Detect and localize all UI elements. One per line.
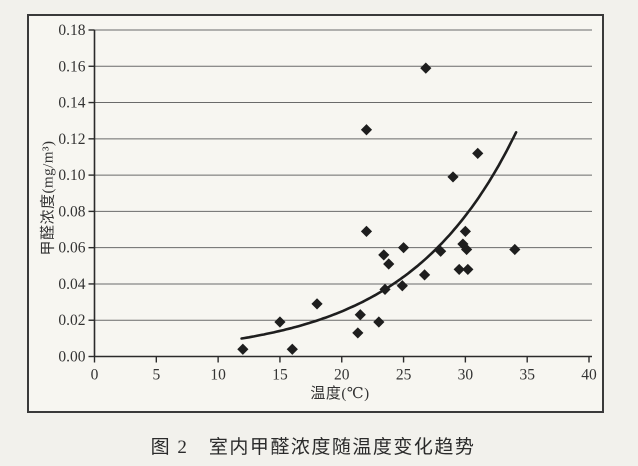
x-tick-label: 0 <box>91 367 99 384</box>
y-axis-title: 甲醛浓度(mg/m³) <box>40 140 57 256</box>
data-point <box>373 316 385 328</box>
data-point <box>472 147 484 159</box>
x-tick-label: 15 <box>272 367 288 384</box>
data-point <box>397 242 410 254</box>
data-point <box>354 309 366 321</box>
y-tick-label: 0.12 <box>58 131 85 148</box>
data-point <box>447 171 459 183</box>
data-point <box>378 249 390 261</box>
y-tick-label: 0.02 <box>58 312 85 329</box>
data-point <box>286 343 298 355</box>
figure-caption: 图 2 室内甲醛浓度随温度变化趋势 <box>150 437 476 458</box>
x-tick-label: 30 <box>458 367 474 384</box>
y-tick-label: 0.06 <box>58 240 85 257</box>
data-point <box>396 280 408 292</box>
x-tick-label: 25 <box>396 367 412 384</box>
data-point <box>461 243 473 256</box>
data-point <box>418 269 431 281</box>
data-point <box>379 283 391 295</box>
x-tick-label: 20 <box>334 367 350 384</box>
x-tick-label: 10 <box>210 367 226 384</box>
data-point <box>459 225 471 237</box>
y-tick-label: 0.00 <box>58 349 85 366</box>
data-point <box>352 327 364 339</box>
data-point <box>360 225 373 237</box>
x-tick-label: 35 <box>519 367 535 384</box>
x-tick-label: 40 <box>581 367 597 384</box>
trend-line <box>240 131 518 340</box>
y-tick-label: 0.04 <box>58 276 85 293</box>
data-point <box>420 62 432 74</box>
figure-frame <box>27 14 604 413</box>
data-point <box>274 316 286 328</box>
y-tick-label: 0.14 <box>58 95 85 112</box>
data-point <box>237 343 249 355</box>
data-point <box>509 243 521 256</box>
data-point <box>360 124 373 136</box>
y-tick-label: 0.08 <box>58 203 85 220</box>
x-axis-title: 温度(℃) <box>310 386 370 402</box>
data-point <box>453 263 465 276</box>
x-tick-label: 5 <box>152 367 160 384</box>
data-point <box>435 245 447 257</box>
data-point <box>457 238 469 250</box>
y-tick-label: 0.18 <box>58 22 85 39</box>
data-point <box>462 263 474 276</box>
data-point <box>383 258 395 270</box>
y-tick-label: 0.16 <box>58 58 85 75</box>
y-tick-label: 0.10 <box>58 167 85 184</box>
data-point <box>311 298 323 310</box>
